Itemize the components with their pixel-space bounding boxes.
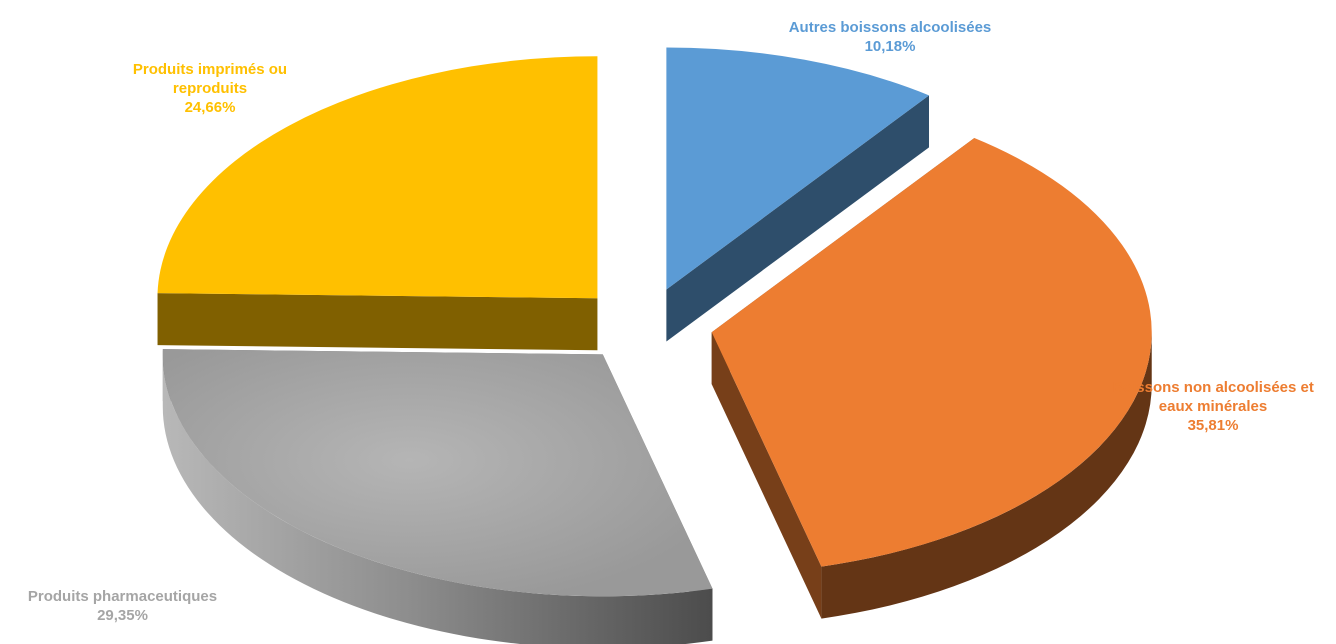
slice-produits-imprimes-wall-start [157, 293, 598, 351]
slice-produits-imprimes [157, 56, 598, 351]
label-boissons-non-alcoolisees-name-1: Boissons non alcoolisées et [1112, 379, 1314, 396]
label-boissons-non-alcoolisees-value: 35,81% [1187, 417, 1239, 434]
label-boissons-non-alcoolisees-name-2: eaux minérales [1158, 398, 1268, 415]
label-autres-boissons: Autres boissons alcoolisées 10,18% [745, 18, 1035, 56]
slice-autres-boissons-wall-end [666, 95, 930, 342]
slice-boissons-non-alcoolisees-top [711, 138, 1152, 567]
label-produits-imprimes-name-2: reproduits [172, 80, 248, 97]
slice-boissons-non-alcoolisees-wall-end [711, 332, 822, 619]
slice-boissons-non-alcoolisees [711, 138, 1152, 619]
label-produits-pharmaceutiques-name: Produits pharmaceutiques [27, 588, 218, 605]
slice-produits-pharmaceutiques-side [162, 354, 713, 644]
label-produits-imprimes-name-1: Produits imprimés ou [132, 61, 288, 78]
label-produits-imprimes: Produits imprimés ou reproduits 24,66% [95, 60, 325, 117]
label-autres-boissons-name: Autres boissons alcoolisées [788, 19, 992, 36]
label-boissons-non-alcoolisees: Boissons non alcoolisées et eaux minéral… [1090, 378, 1336, 435]
label-produits-pharmaceutiques: Produits pharmaceutiques 29,35% [0, 587, 245, 625]
slice-autres-boissons-top [666, 47, 930, 290]
slice-produits-imprimes-top [157, 56, 598, 299]
slice-autres-boissons [666, 47, 930, 342]
slice-produits-pharmaceutiques [162, 349, 713, 644]
slice-produits-pharmaceutiques-top [162, 349, 713, 597]
label-produits-pharmaceutiques-value: 29,35% [97, 607, 148, 624]
label-produits-imprimes-value: 24,66% [184, 99, 236, 116]
label-autres-boissons-value: 10,18% [864, 38, 916, 55]
slice-boissons-non-alcoolisees-side [821, 332, 1152, 619]
